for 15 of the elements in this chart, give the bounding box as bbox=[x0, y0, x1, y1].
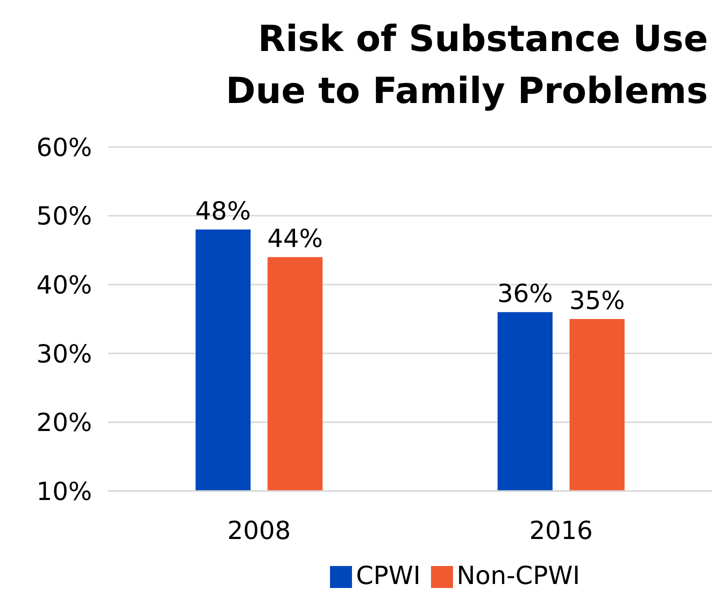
y-tick-label: 30% bbox=[36, 339, 92, 368]
chart-title: Risk of Substance Use Due to Family Problems bbox=[224, 18, 709, 114]
y-tick-label: 10% bbox=[36, 476, 92, 506]
y-tick-label: 20% bbox=[36, 408, 92, 438]
data-label: 48% bbox=[195, 196, 251, 226]
x-tick-label: 2008 bbox=[227, 516, 291, 545]
x-tick-label: 2016 bbox=[529, 516, 593, 545]
data-label: 35% bbox=[569, 286, 625, 315]
data-label: 44% bbox=[267, 224, 323, 254]
y-tick-label: 40% bbox=[36, 270, 92, 300]
data-label: 36% bbox=[497, 279, 553, 308]
y-tick-label: 50% bbox=[36, 202, 92, 231]
y-tick-label: 60% bbox=[36, 132, 92, 162]
legend-label: Non-CPWI bbox=[456, 561, 580, 590]
legend-label: CPWI bbox=[356, 561, 421, 590]
